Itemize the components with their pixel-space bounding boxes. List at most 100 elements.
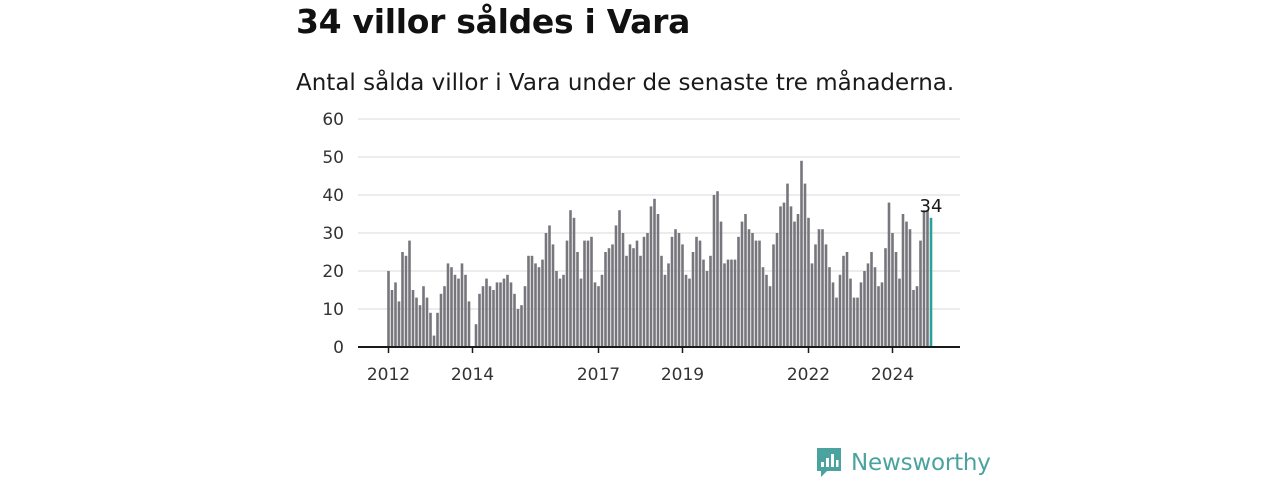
bar: [842, 255, 845, 347]
bar: [863, 271, 866, 347]
bar: [534, 263, 537, 347]
bar: [642, 236, 646, 347]
bar: [625, 255, 628, 347]
bar: [597, 286, 600, 347]
last-value-label: 34: [920, 196, 943, 217]
bar: [485, 278, 488, 347]
bar: [838, 274, 842, 347]
bar: [926, 210, 929, 347]
bar: [779, 206, 782, 347]
bar: [821, 229, 824, 347]
bar: [446, 263, 450, 347]
bar: [891, 233, 894, 347]
bar: [495, 282, 499, 347]
bar: [845, 252, 849, 347]
bar: [632, 248, 635, 347]
bar: [810, 263, 814, 347]
bar: [488, 286, 492, 347]
y-tick-label: 20: [322, 262, 344, 282]
bar: [506, 274, 509, 347]
bar: [415, 297, 418, 347]
bar: [674, 229, 677, 347]
bar: [562, 274, 565, 347]
bar: [901, 214, 905, 347]
bar: [492, 290, 495, 347]
bar: [555, 271, 558, 347]
bar: [681, 244, 684, 347]
bar: [604, 252, 607, 347]
bar: [635, 240, 639, 347]
bar: [866, 263, 870, 347]
bar: [590, 236, 593, 347]
bar: [828, 267, 831, 347]
bar: [457, 278, 460, 347]
bar: [835, 297, 838, 347]
bar: [663, 274, 667, 347]
bar: [443, 286, 446, 347]
bar: [593, 282, 597, 347]
bar: [583, 240, 586, 347]
bar: [520, 305, 523, 347]
bar: [712, 195, 716, 347]
bar: [502, 278, 506, 347]
bar: [761, 267, 765, 347]
bar: [586, 240, 590, 347]
bar: [807, 217, 810, 347]
bar: [723, 263, 726, 347]
bar: [754, 240, 758, 347]
bar: [877, 286, 880, 347]
y-tick-label: 40: [322, 186, 344, 206]
bar: [786, 183, 789, 347]
bar: [404, 255, 408, 347]
bar: [499, 282, 502, 347]
bar: [425, 297, 429, 347]
bar: [394, 282, 397, 347]
bar: [726, 259, 730, 347]
bar: [670, 236, 674, 347]
bar: [894, 252, 898, 347]
bar: [747, 229, 751, 347]
bar: [422, 286, 425, 347]
bar: [474, 324, 478, 347]
bar: [793, 221, 796, 347]
bar: [544, 233, 548, 347]
bar: [516, 309, 520, 347]
bar: [509, 282, 513, 347]
x-tick-label: 2024: [871, 365, 914, 385]
bar: [684, 274, 688, 347]
y-tick-label: 10: [322, 300, 344, 320]
bar: [817, 229, 821, 347]
y-tick-label: 50: [322, 148, 344, 168]
bar: [418, 305, 422, 347]
bar: [579, 278, 583, 347]
newsworthy-logo-icon: [817, 448, 841, 477]
bar: [814, 244, 817, 347]
bar: [789, 206, 793, 347]
bar: [411, 290, 415, 347]
y-tick-label: 60: [322, 110, 344, 130]
brand-name: Newsworthy: [851, 449, 991, 476]
y-tick-label: 30: [322, 224, 344, 244]
bar: [880, 282, 884, 347]
bar: [397, 301, 401, 347]
x-axis-labels: 2012 2014 2017 2019 2022 2024: [367, 365, 914, 385]
bar: [677, 233, 681, 347]
bar: [481, 286, 485, 347]
bar: [436, 312, 439, 347]
bar: [660, 255, 663, 347]
bar: [639, 255, 642, 347]
bar: [530, 255, 534, 347]
x-axis: [358, 346, 960, 353]
bar: [849, 278, 852, 347]
bar: [695, 236, 698, 347]
bar: [912, 290, 915, 347]
bar: [709, 255, 712, 347]
bar: [523, 286, 527, 347]
bar: [408, 240, 411, 347]
bar: [751, 233, 754, 347]
y-tick-label: 0: [333, 338, 344, 358]
chart-subtitle: Antal sålda villor i Vara under de senas…: [296, 70, 955, 96]
x-tick-label: 2017: [577, 365, 620, 385]
bars: [387, 160, 933, 347]
